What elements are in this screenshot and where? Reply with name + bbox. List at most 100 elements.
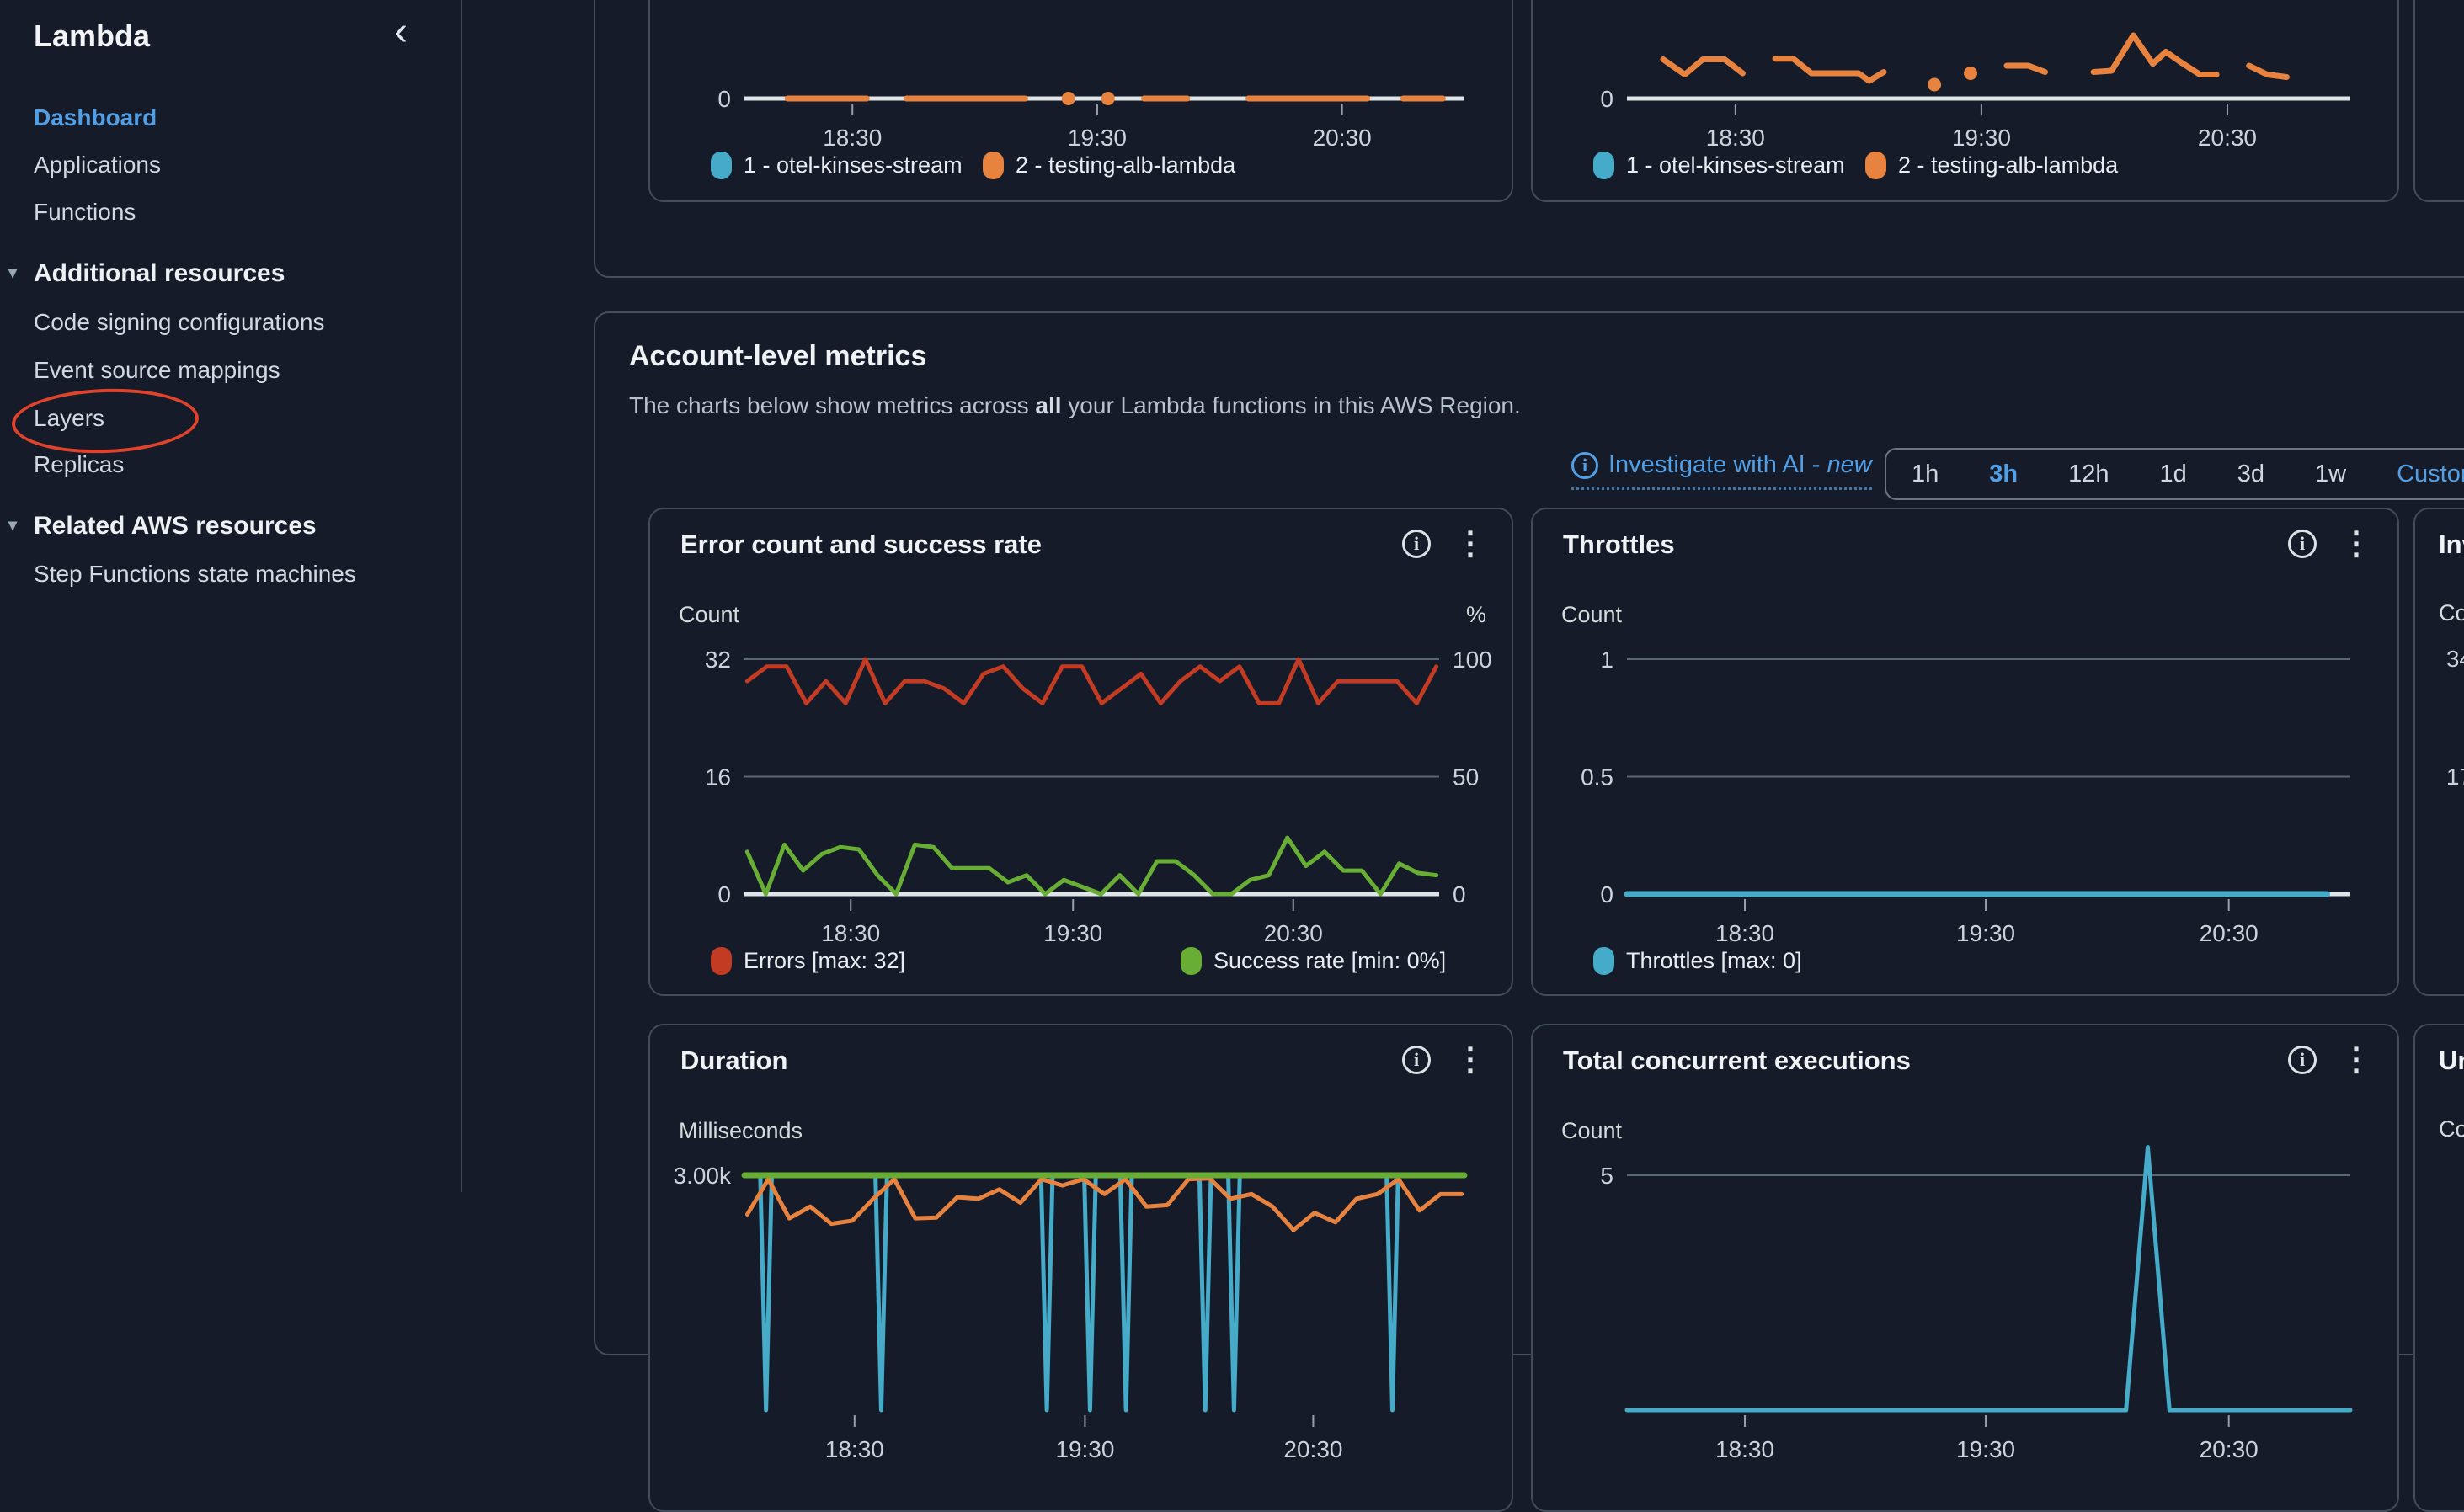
description-text: The charts below show metrics across	[629, 392, 1036, 418]
sidebar-item-replicas[interactable]: Replicas	[34, 451, 125, 477]
time-range-1h[interactable]: 1h	[1886, 450, 1964, 498]
card-title: Duration	[680, 1046, 788, 1075]
section-description: The charts below show metrics across all…	[629, 392, 1521, 419]
time-range-1w[interactable]: 1w	[2290, 450, 2371, 498]
kebab-menu-icon[interactable]: ⋮	[2340, 1042, 2372, 1078]
svg-text:20:30: 20:30	[2198, 125, 2257, 151]
legend-label: Success rate [min: 0%]	[1213, 948, 1447, 973]
svg-text:18:30: 18:30	[823, 125, 882, 151]
svg-text:19:30: 19:30	[1956, 920, 2015, 946]
collapse-sidebar-icon[interactable]: ‹	[394, 9, 408, 54]
svg-text:0: 0	[1600, 881, 1613, 908]
info-icon[interactable]: i	[1402, 1046, 1431, 1074]
time-range-1d[interactable]: 1d	[2135, 450, 2212, 498]
y-axis-label: 17	[2445, 763, 2464, 790]
svg-text:0.5: 0.5	[1581, 764, 1613, 791]
section-caret-icon[interactable]: ▾	[8, 516, 18, 535]
time-range-3d[interactable]: 3d	[2212, 450, 2290, 498]
sidebar-item-code-signing-configurations[interactable]: Code signing configurations	[34, 309, 325, 335]
section-title: Account-level metrics	[629, 340, 927, 372]
legend-label: Throttles [max: 0]	[1626, 948, 1802, 973]
svg-text:Count: Count	[1561, 602, 1623, 627]
svg-text:19:30: 19:30	[1952, 125, 2011, 151]
legend-color-dot	[711, 947, 732, 975]
svg-text:20:30: 20:30	[2200, 920, 2259, 946]
section-caret-icon[interactable]: ▾	[8, 264, 18, 282]
svg-text:20:30: 20:30	[1264, 920, 1323, 946]
svg-text:20:30: 20:30	[1313, 125, 1372, 151]
svg-text:18:30: 18:30	[825, 1436, 884, 1462]
sidebar-item-additional-resources: ▾ Additional resources	[8, 259, 285, 287]
svg-text:0: 0	[1600, 86, 1613, 112]
chart-plot: 0 18:30 19:30 20:30	[717, 86, 1464, 151]
chart-plot: Count 1 0.5 0 18:30 19:30 20:30	[1561, 602, 2350, 946]
svg-text:3.00k: 3.00k	[674, 1163, 732, 1189]
error-count-success-rate-card: Error count and success rate i ⋮ Count% 32 10…	[648, 508, 1513, 996]
sidebar-item-layers[interactable]: Layers	[34, 405, 105, 431]
card-actions: i ⋮	[2288, 528, 2372, 560]
account-metrics-panel: Account-level metrics The charts below s…	[594, 311, 2464, 1355]
svg-text:100: 100	[1453, 647, 1492, 673]
legend-color-dot	[1865, 152, 1886, 179]
kebab-menu-icon[interactable]: ⋮	[2340, 526, 2372, 562]
chart-plot: 0 18:30 19:30 20:30	[1600, 32, 2350, 151]
sidebar-item-dashboard[interactable]: Dashboard	[34, 104, 157, 130]
card-title: Error count and success rate	[680, 530, 1042, 559]
description-text-2: your Lambda functions in this AWS Region…	[1061, 392, 1521, 418]
total-concurrent-executions-card: Total concurrent executions i ⋮ Count 5 18:30…	[1531, 1024, 2399, 1512]
function-chart-card-1: 0 18:30 19:30 20:30 1 - otel-kinses-stream 2 …	[648, 0, 1513, 202]
function-chart-card-2: 0 18:30 19:30 20:30 1 - otel-kinses-stream 2 …	[1531, 0, 2399, 202]
legend-label: Errors [max: 32]	[744, 948, 906, 973]
legend-item: 1 - otel-kinses-stream	[711, 152, 963, 179]
svg-text:0: 0	[717, 881, 731, 908]
axis-unit-label: Count	[2439, 1116, 2464, 1142]
time-range-selector: 1h3h12h1d3d1wCustom	[1885, 448, 2464, 500]
svg-text:32: 32	[705, 647, 731, 673]
sidebar-item-applications[interactable]: Applications	[34, 152, 161, 178]
card-title: Invocations	[2439, 530, 2464, 559]
svg-text:%: %	[1466, 602, 1486, 627]
legend-item: Errors [max: 32]	[711, 947, 905, 975]
time-range-12h[interactable]: 12h	[2043, 450, 2134, 498]
svg-text:1: 1	[1600, 647, 1613, 673]
info-icon[interactable]: i	[2288, 1046, 2317, 1074]
svg-text:0: 0	[717, 86, 731, 112]
svg-text:18:30: 18:30	[1706, 125, 1765, 151]
sidebar-item-event-source-mappings[interactable]: Event source mappings	[34, 357, 280, 383]
legend-color-dot	[983, 152, 1004, 179]
card-title: Throttles	[1563, 530, 1675, 559]
legend-item: 2 - testing-alb-lambda	[1865, 152, 2118, 179]
kebab-menu-icon[interactable]: ⋮	[1454, 526, 1486, 562]
svg-text:18:30: 18:30	[1715, 920, 1774, 946]
legend-label: 1 - otel-kinses-stream	[1626, 152, 1845, 178]
svg-text:19:30: 19:30	[1956, 1436, 2015, 1462]
chart-plot: Milliseconds 3.00k 18:30 19:30 20:30	[674, 1118, 1468, 1462]
legend-item: 1 - otel-kinses-stream	[1593, 152, 1845, 179]
card-actions: i ⋮	[1402, 528, 1486, 560]
info-icon[interactable]: i	[2288, 530, 2317, 558]
description-bold: all	[1035, 392, 1062, 418]
info-icon: i	[1571, 451, 1598, 479]
sidebar-item-step-functions-state-machines[interactable]: Step Functions state machines	[34, 561, 356, 587]
info-icon[interactable]: i	[1402, 530, 1431, 558]
legend-color-dot	[1593, 152, 1614, 179]
legend-item: 2 - testing-alb-lambda	[983, 152, 1235, 179]
investigate-label: Investigate with AI - new	[1608, 451, 1872, 478]
time-range-custom[interactable]: Custom	[2371, 450, 2464, 498]
svg-text:19:30: 19:30	[1043, 920, 1102, 946]
sidebar-item-related-aws-resources: ▾ Related AWS resources	[8, 512, 317, 540]
time-range-3h[interactable]: 3h	[1964, 450, 2043, 498]
sidebar-item-functions[interactable]: Functions	[34, 199, 136, 225]
kebab-menu-icon[interactable]: ⋮	[1454, 1042, 1486, 1078]
duration-card: Duration i ⋮ Milliseconds 3.00k 18:30 19:30 20:…	[648, 1024, 1513, 1512]
unreserved-account-concurrency-card-partial: Unreserved account concurrency Count	[2413, 1024, 2464, 1512]
legend-item: Throttles [max: 0]	[1593, 947, 1802, 975]
investigate-with-ai-link[interactable]: i Investigate with AI - new	[1571, 451, 1872, 490]
svg-text:20:30: 20:30	[1283, 1436, 1342, 1462]
legend-color-dot	[1593, 947, 1614, 975]
sidebar-divider	[461, 0, 462, 1192]
aws-lambda-dashboard: { "icons": {"collapse": "‹", "info": "i"…	[8, 0, 2464, 1512]
chart-plot: Count 5 18:30 19:30 20:30	[1561, 1118, 2353, 1462]
sidebar-title: Lambda	[34, 19, 151, 53]
card-title: Total concurrent executions	[1563, 1046, 1911, 1075]
